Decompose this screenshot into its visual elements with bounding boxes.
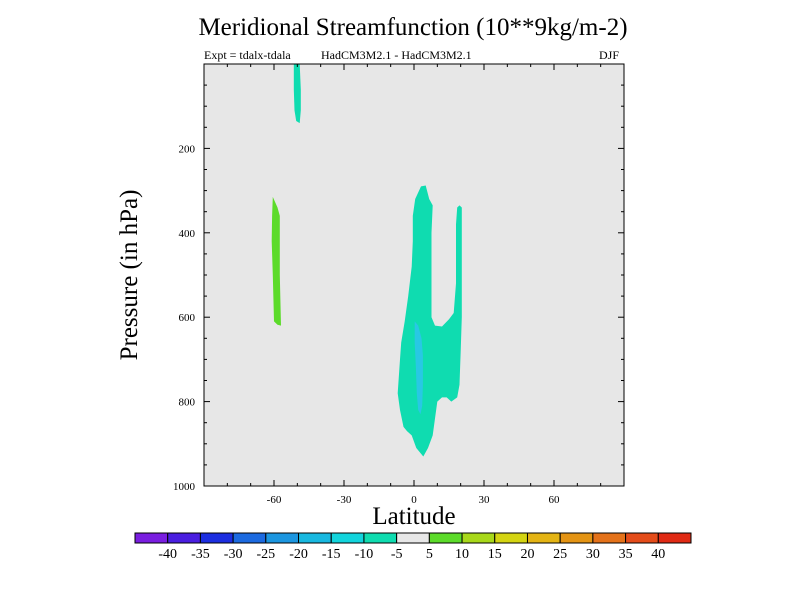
colorbar-label: 5 (426, 547, 433, 562)
colorbar-label: 35 (619, 547, 633, 562)
colorbar-swatch (167, 532, 201, 544)
colorbar-label: -35 (191, 547, 210, 562)
colorbar-label: -25 (256, 547, 275, 562)
colorbar-label: -10 (355, 547, 374, 562)
model-comparison-label: HadCM3M2.1 - HadCM3M2.1 (321, 48, 472, 62)
colorbar-swatch (428, 532, 463, 544)
x-axis-label: Latitude (372, 503, 455, 530)
colorbar-swatch (461, 532, 496, 544)
chart-title: Meridional Streamfunction (10**9kg/m-2) (198, 14, 628, 41)
x-tick-label: 0 (411, 494, 417, 506)
colorbar-swatch (134, 532, 169, 544)
teal-main-plume-region (397, 185, 462, 457)
colorbar-label: 15 (488, 547, 502, 562)
colorbar-label: -40 (158, 547, 177, 562)
colorbar-label: 40 (651, 547, 665, 562)
tick-labels: -60 -30 0 30 60 200 400 600 800 1000 (173, 143, 560, 506)
y-tick-label: 200 (179, 143, 196, 155)
colorbar-swatch (232, 532, 267, 544)
x-tick-label: 30 (479, 494, 491, 506)
x-tick-label: 60 (549, 494, 561, 506)
colorbar-label: 10 (455, 547, 469, 562)
cyan-core-region (414, 321, 423, 415)
colorbar: -40 -35 -30 -25 -20 -15 -10 -5 5 10 15 20 25 30 35 40 (134, 532, 692, 562)
colorbar-label: 20 (520, 547, 534, 562)
colorbar-swatch (526, 532, 561, 544)
colorbar-label: -30 (224, 547, 243, 562)
y-tick-label: 800 (179, 397, 196, 409)
colorbar-swatch (559, 532, 594, 544)
colorbar-swatch (298, 532, 332, 544)
colorbar-swatch (330, 532, 365, 544)
x-tick-label: -60 (267, 494, 282, 506)
y-tick-label: 400 (179, 228, 196, 240)
y-tick-label: 1000 (173, 481, 196, 493)
green-left-strip-region (271, 196, 281, 326)
colorbar-label: -15 (322, 547, 341, 562)
colorbar-label: 25 (553, 547, 567, 562)
colorbar-swatch (657, 532, 692, 544)
experiment-label: Expt = tdalx-tdala (204, 48, 291, 62)
teal-top-column-region (293, 64, 301, 124)
x-tick-label: -30 (337, 494, 352, 506)
colorbar-swatch (494, 532, 528, 544)
y-tick-label: 600 (179, 312, 196, 324)
season-label: DJF (599, 48, 620, 62)
plot-frame (203, 63, 625, 487)
colorbar-label: -20 (289, 547, 308, 562)
colorbar-swatch (265, 532, 300, 544)
colorbar-swatch (396, 532, 430, 544)
colorbar-swatch (199, 532, 234, 544)
y-axis-label: Pressure (in hPa) (116, 190, 143, 361)
colorbar-swatch (625, 532, 659, 544)
colorbar-label: -5 (391, 547, 403, 562)
contour-regions (271, 64, 462, 457)
colorbar-swatch (363, 532, 398, 544)
colorbar-swatch (592, 532, 627, 544)
colorbar-label: 30 (586, 547, 600, 562)
